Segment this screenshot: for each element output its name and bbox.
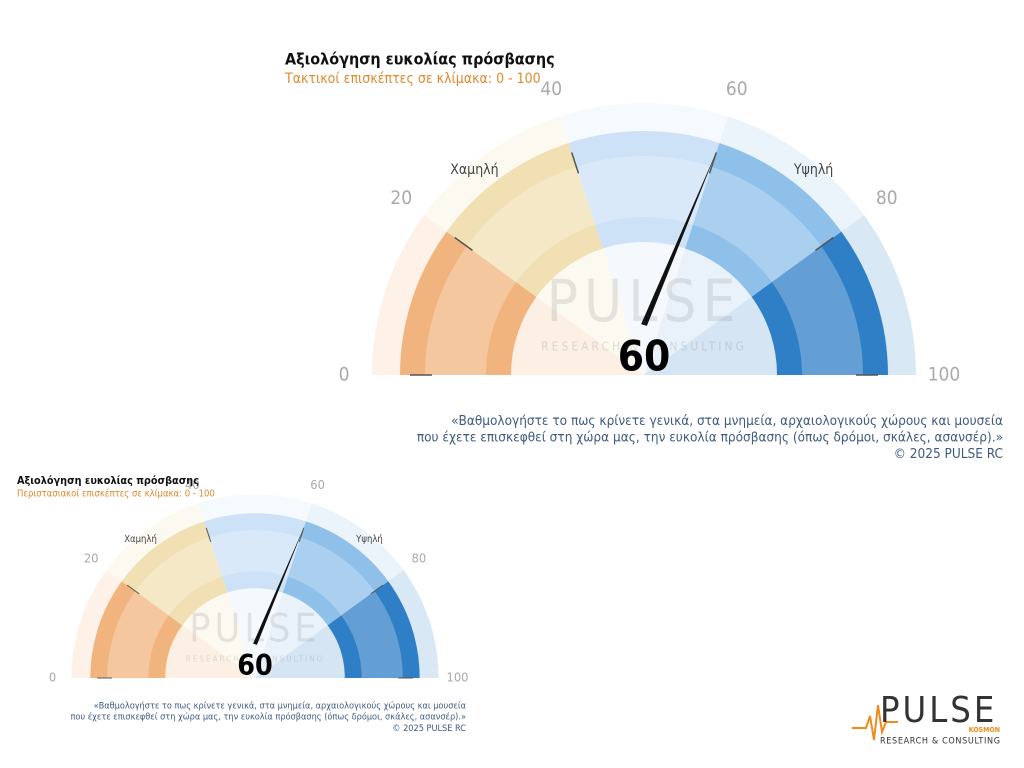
tick-mark [126,584,140,595]
needle [253,526,305,645]
low-label: Χαμηλή [450,162,498,178]
band-inner [182,592,255,678]
band-halo [559,103,729,143]
chart-title: Αξιολόγηση ευκολίας πρόσβασης [285,50,555,69]
band-halo [388,570,439,678]
band-halo [423,116,569,232]
band-shine [135,537,223,616]
tick-label: 60 [310,478,325,493]
tick-label: 100 [928,364,961,386]
band-shine [107,591,169,678]
band-shine [209,530,301,577]
band-shine [287,537,375,616]
tick-label: 80 [411,551,426,566]
band [685,142,842,297]
band-inner [644,296,777,375]
tick-label: 20 [84,551,99,566]
band-inner [165,625,255,678]
band-inner [511,296,644,375]
value-label: 60 [237,649,273,682]
band [568,131,720,249]
high-label: Υψηλή [355,534,383,545]
band-inner [255,592,328,678]
footnote: που έχετε επισκεφθεί στη χώρα μας, την ε… [417,430,1003,446]
tick-mark [298,527,305,543]
tick-mark [570,152,580,174]
chart-subtitle: Περιστασιακοί επισκέπτες σε κλίμακα: 0 -… [17,488,215,499]
chart-subtitle: Τακτικοί επισκέπτες σε κλίμακα: 0 - 100 [284,71,541,87]
footnote: «Βαθμολογήστε το πως κρίνετε γενικά, στα… [94,701,467,712]
band [751,231,888,375]
watermark-sub: RESEARCH & CONSULTING [541,340,747,354]
band-halo [305,503,404,582]
band-inner [644,248,752,375]
band-halo [71,570,122,678]
band [400,231,537,375]
tick-mark [708,152,718,174]
band-inner [255,625,345,678]
value-label: 60 [618,332,671,381]
band-shine [466,166,596,283]
logo-icon [852,704,898,741]
tick-mark [370,584,384,595]
tick-label: 60 [726,78,748,100]
low-label: Χαμηλή [124,534,157,545]
band-halo [841,215,916,375]
band [204,513,306,593]
band [327,581,420,678]
chart-title: Αξιολόγηση ευκολίας πρόσβασης [17,474,199,487]
band-inner [536,248,644,375]
band [121,521,228,626]
band [282,521,389,626]
tick-label: 0 [49,671,56,686]
band-halo [719,116,865,232]
needle [641,150,717,326]
band-shine [576,155,712,225]
footnote: © 2025 PULSE RC [894,446,1003,462]
watermark-sub: RESEARCH & CONSULTING [186,654,325,664]
tick-label: 0 [339,364,350,386]
band [90,581,183,678]
band-shine [341,591,403,678]
band-halo [106,503,205,582]
tick-mark [454,236,473,251]
band-shine [771,246,863,375]
band-shine [692,166,822,283]
band [446,142,603,297]
tick-label: 100 [447,671,469,686]
band-shine [425,246,517,375]
band-halo [372,215,447,375]
tick-label: 40 [540,78,562,100]
tick-mark [205,527,212,543]
watermark: PULSE [189,606,320,651]
tick-mark [815,236,834,251]
footnote: © 2025 PULSE RC [392,724,466,734]
tick-label: 80 [876,187,898,209]
band-halo [198,494,312,522]
logo-tag: KOSMON [969,726,1000,734]
tick-label: 40 [185,478,200,493]
logo-name: PULSE [880,690,997,731]
high-label: Υψηλή [793,162,833,178]
tick-label: 20 [390,187,412,209]
footnote: «Βαθμολογήστε το πως κρίνετε γενικά, στα… [451,413,1003,429]
footnote: που έχετε επισκεφθεί στη χώρα μας, την ε… [70,712,466,723]
watermark: PULSE [547,267,742,335]
logo-sub: RESEARCH & CONSULTING [880,737,1000,747]
